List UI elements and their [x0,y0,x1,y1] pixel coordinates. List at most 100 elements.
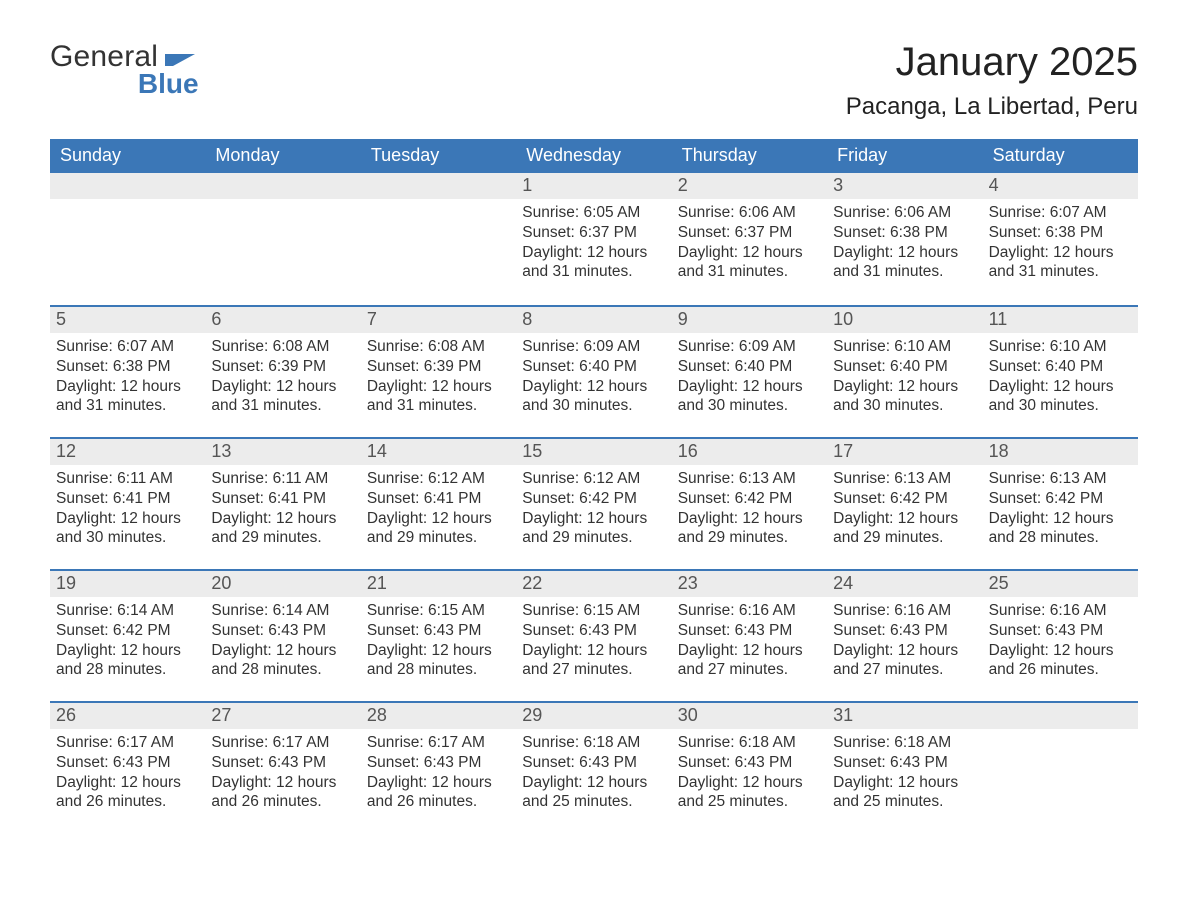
sunrise-line: Sunrise: 6:08 AM [367,337,508,357]
day-details: Sunrise: 6:07 AMSunset: 6:38 PMDaylight:… [56,337,197,416]
day-details: Sunrise: 6:16 AMSunset: 6:43 PMDaylight:… [833,601,974,680]
sunset-line: Sunset: 6:39 PM [367,357,508,377]
daylight-line: Daylight: 12 hours [211,641,352,661]
day-number-row: 23 [672,569,827,597]
calendar-week: 12 Sunrise: 6:11 AMSunset: 6:41 PM Dayligh… [50,437,1138,557]
sunset-line: Sunset: 6:43 PM [678,753,819,773]
day-details: Sunrise: 6:08 AMSunset: 6:39 PMDaylight:… [211,337,352,416]
day-number: 11 [989,309,1008,329]
sunset-line: Sunset: 6:38 PM [56,357,197,377]
calendar-cell: 5Sunrise: 6:07 AMSunset: 6:38 PMDaylight… [50,305,205,425]
day-details: Sunrise: 6:14 AMSunset: 6:43 PMDaylight:… [211,601,352,680]
calendar-cell: 4Sunrise: 6:07 AMSunset: 6:38 PMDaylight… [983,173,1138,293]
day-number: 1 [522,175,532,195]
day-number-row: 16 [672,437,827,465]
calendar-cell: 1Sunrise: 6:05 AMSunset: 6:37 PMDaylight… [516,173,671,293]
day-number [989,705,994,725]
daylight-line: Daylight: 12 hours [678,509,819,529]
daylight-line: and 25 minutes. [522,792,663,812]
calendar-cell: 16 Sunrise: 6:13 AMSunset: 6:42 PMDayligh… [672,437,827,557]
day-number: 19 [56,573,76,593]
daylight-line: Daylight: 12 hours [367,641,508,661]
day-details: Sunrise: 6:16 AMSunset: 6:43 PMDaylight:… [678,601,819,680]
daylight-line: Daylight: 12 hours [833,377,974,397]
calendar-cell: 20 Sunrise: 6:14 AMSunset: 6:43 PMDayligh… [205,569,360,689]
sunrise-line: Sunrise: 6:14 AM [211,601,352,621]
sunset-line: Sunset: 6:43 PM [678,621,819,641]
sunrise-line: Sunrise: 6:09 AM [522,337,663,357]
day-number-row: 18 [983,437,1138,465]
day-number: 21 [367,573,387,593]
calendar-week: 1Sunrise: 6:05 AMSunset: 6:37 PMDaylight… [50,173,1138,293]
day-number: 13 [211,441,231,461]
daylight-line: Daylight: 12 hours [833,773,974,793]
daylight-line: and 31 minutes. [989,262,1130,282]
day-details: Sunrise: 6:08 AMSunset: 6:39 PMDaylight:… [367,337,508,416]
day-details: Sunrise: 6:09 AMSunset: 6:40 PMDaylight:… [678,337,819,416]
day-number-row: 4 [983,173,1138,199]
header-thursday: Thursday [672,139,827,173]
calendar-cell: 13Sunrise: 6:11 AMSunset: 6:41 PMDayligh… [205,437,360,557]
day-number: 30 [678,705,698,725]
header-friday: Friday [827,139,982,173]
day-number: 27 [211,705,231,725]
day-number: 17 [833,441,853,461]
day-details: Sunrise: 6:13 AMSunset: 6:42 PMDaylight:… [678,469,819,548]
day-number [211,175,216,195]
sunrise-line: Sunrise: 6:07 AM [989,203,1130,223]
day-details: Sunrise: 6:09 AMSunset: 6:40 PMDaylight:… [522,337,663,416]
daylight-line: and 29 minutes. [367,528,508,548]
sunset-line: Sunset: 6:43 PM [367,621,508,641]
day-number-row: 24 [827,569,982,597]
daylight-line: and 31 minutes. [367,396,508,416]
day-number: 3 [833,175,843,195]
day-details: Sunrise: 6:16 AMSunset: 6:43 PMDaylight:… [989,601,1130,680]
calendar-header-row: Sunday Monday Tuesday Wednesday Thursday… [50,139,1138,173]
title-block: January 2025 Pacanga, La Libertad, Peru [846,40,1138,121]
calendar-cell: 22Sunrise: 6:15 AMSunset: 6:43 PMDayligh… [516,569,671,689]
calendar-cell: 24 Sunrise: 6:16 AMSunset: 6:43 PMDayligh… [827,569,982,689]
calendar-week: 5Sunrise: 6:07 AMSunset: 6:38 PMDaylight… [50,305,1138,425]
sunset-line: Sunset: 6:43 PM [56,753,197,773]
sunset-line: Sunset: 6:41 PM [56,489,197,509]
calendar-cell: 26Sunrise: 6:17 AMSunset: 6:43 PMDayligh… [50,701,205,821]
day-number: 4 [989,175,999,195]
daylight-line: and 31 minutes. [56,396,197,416]
day-details: Sunrise: 6:12 AMSunset: 6:42 PMDaylight:… [522,469,663,548]
calendar-cell: 29Sunrise: 6:18 AMSunset: 6:43 PMDayligh… [516,701,671,821]
day-number-row: 8 [516,305,671,333]
day-number: 12 [56,441,76,461]
sunset-line: Sunset: 6:40 PM [989,357,1130,377]
daylight-line: Daylight: 12 hours [367,509,508,529]
daylight-line: and 30 minutes. [678,396,819,416]
daylight-line: and 28 minutes. [989,528,1130,548]
day-number: 25 [989,573,1009,593]
logo-flag-icon [165,46,199,66]
daylight-line: and 30 minutes. [522,396,663,416]
day-number-row: 31 [827,701,982,729]
day-number: 23 [678,573,698,593]
daylight-line: and 29 minutes. [833,528,974,548]
sunrise-line: Sunrise: 6:16 AM [833,601,974,621]
day-number: 20 [211,573,231,593]
day-number: 29 [522,705,542,725]
daylight-line: Daylight: 12 hours [989,641,1130,661]
location-subtitle: Pacanga, La Libertad, Peru [846,93,1138,121]
sunrise-line: Sunrise: 6:10 AM [833,337,974,357]
sunrise-line: Sunrise: 6:11 AM [56,469,197,489]
day-number-row: 15 [516,437,671,465]
sunset-line: Sunset: 6:43 PM [833,753,974,773]
day-details: Sunrise: 6:17 AMSunset: 6:43 PMDaylight:… [367,733,508,812]
daylight-line: and 31 minutes. [522,262,663,282]
sunrise-line: Sunrise: 6:16 AM [989,601,1130,621]
header-wednesday: Wednesday [516,139,671,173]
sunrise-line: Sunrise: 6:17 AM [56,733,197,753]
daylight-line: and 30 minutes. [56,528,197,548]
day-details: Sunrise: 6:17 AMSunset: 6:43 PMDaylight:… [56,733,197,812]
calendar-cell: 15 Sunrise: 6:12 AMSunset: 6:42 PMDayligh… [516,437,671,557]
sunrise-line: Sunrise: 6:12 AM [367,469,508,489]
daylight-line: and 29 minutes. [211,528,352,548]
sunset-line: Sunset: 6:40 PM [522,357,663,377]
calendar-cell: 3Sunrise: 6:06 AMSunset: 6:38 PMDaylight… [827,173,982,293]
calendar-cell-empty [983,701,1138,821]
